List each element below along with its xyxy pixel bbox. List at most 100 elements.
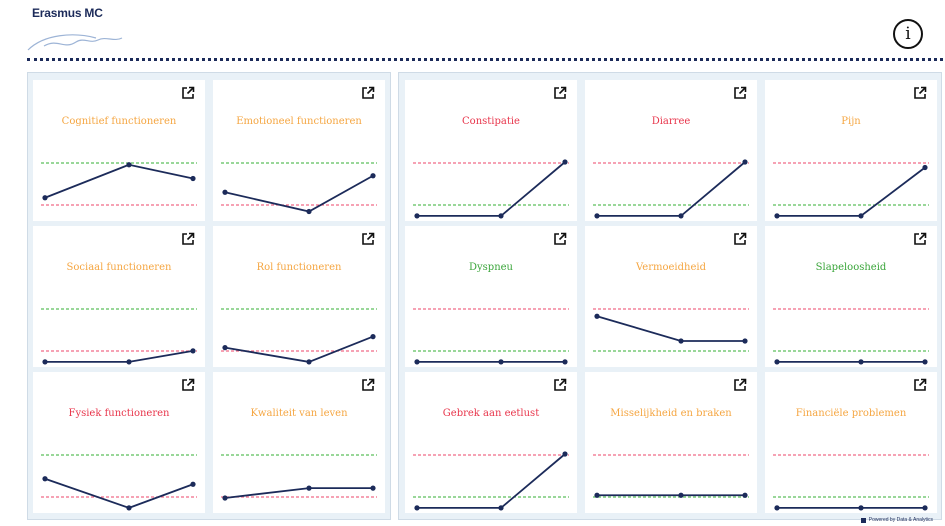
data-point[interactable]	[222, 345, 228, 351]
open-external-icon[interactable]	[553, 378, 567, 392]
trend-plot	[593, 454, 749, 498]
data-point[interactable]	[742, 492, 748, 498]
data-point[interactable]	[190, 348, 196, 354]
data-point[interactable]	[414, 213, 420, 219]
trend-line	[44, 163, 194, 199]
trend-plot	[593, 159, 749, 219]
trend-plot	[41, 162, 197, 206]
trend-line	[596, 315, 745, 342]
data-point[interactable]	[370, 173, 376, 179]
trend-line	[224, 335, 374, 363]
data-point[interactable]	[678, 213, 684, 219]
open-external-icon[interactable]	[733, 378, 747, 392]
open-external-icon[interactable]	[913, 378, 927, 392]
data-point[interactable]	[370, 334, 376, 340]
data-point[interactable]	[858, 359, 864, 365]
data-point[interactable]	[774, 213, 780, 219]
data-point[interactable]	[774, 359, 780, 365]
data-point[interactable]	[42, 195, 48, 201]
data-point[interactable]	[562, 359, 568, 365]
footer: Powered by Data & Analytics	[860, 517, 933, 523]
trend-plot	[413, 159, 569, 219]
trend-line	[45, 350, 194, 363]
data-point[interactable]	[42, 359, 48, 365]
trend-plot	[773, 162, 929, 219]
data-point[interactable]	[126, 162, 132, 168]
open-external-icon[interactable]	[733, 86, 747, 100]
data-point[interactable]	[562, 159, 568, 165]
tile-title: Misselijkheid en braken	[610, 408, 732, 419]
open-external-icon[interactable]	[913, 232, 927, 246]
data-point[interactable]	[678, 492, 684, 498]
open-external-icon[interactable]	[361, 378, 375, 392]
data-point[interactable]	[126, 505, 132, 511]
data-point[interactable]	[222, 495, 228, 501]
tile-title: Pijn	[841, 116, 861, 127]
data-point[interactable]	[498, 213, 504, 219]
tile-title: Gebrek aan eetlust	[442, 408, 540, 419]
open-external-icon[interactable]	[553, 232, 567, 246]
tile-title: Vermoeidheid	[636, 262, 706, 273]
open-external-icon[interactable]	[181, 232, 195, 246]
tile-title: Diarree	[651, 116, 691, 127]
open-external-icon[interactable]	[553, 86, 567, 100]
tile-dyspneu: Dyspneu	[405, 226, 577, 367]
trend-plot	[221, 308, 377, 365]
data-point[interactable]	[306, 359, 312, 365]
trend-plot	[221, 454, 377, 501]
data-point[interactable]	[742, 338, 748, 344]
data-point[interactable]	[922, 164, 928, 171]
trend-line	[597, 161, 746, 217]
tile-rol-functioneren: Rol functioneren	[213, 226, 385, 367]
data-point[interactable]	[126, 359, 132, 365]
data-point[interactable]	[222, 189, 228, 195]
data-point[interactable]	[742, 159, 748, 165]
data-point[interactable]	[594, 213, 600, 219]
info-button[interactable]: i	[893, 19, 923, 49]
open-external-icon[interactable]	[361, 86, 375, 100]
data-point[interactable]	[190, 481, 196, 487]
data-point[interactable]	[42, 476, 48, 482]
trend-plot	[41, 454, 197, 511]
open-external-icon[interactable]	[181, 378, 195, 392]
info-icon: i	[905, 24, 911, 44]
trend-line	[44, 477, 194, 509]
tile-title: Rol functioneren	[256, 262, 342, 273]
data-point[interactable]	[678, 338, 684, 344]
logo-signature-icon	[27, 34, 123, 51]
data-point[interactable]	[414, 359, 420, 365]
data-point[interactable]	[306, 485, 312, 491]
data-point[interactable]	[190, 175, 196, 182]
data-point[interactable]	[306, 208, 312, 215]
data-point[interactable]	[858, 213, 864, 219]
tile-sociaal-functioneren: Sociaal functioneren	[33, 226, 205, 367]
data-point[interactable]	[774, 505, 780, 511]
erasmus-mc-logo: Erasmus MC	[24, 6, 144, 51]
open-external-icon[interactable]	[361, 232, 375, 246]
open-external-icon[interactable]	[733, 232, 747, 246]
data-point[interactable]	[594, 492, 600, 498]
header-divider	[27, 58, 943, 61]
data-point[interactable]	[922, 359, 928, 365]
data-point[interactable]	[498, 359, 504, 365]
open-external-icon[interactable]	[913, 86, 927, 100]
data-point[interactable]	[594, 313, 600, 319]
data-point[interactable]	[562, 451, 568, 457]
trend-line	[224, 174, 374, 213]
footer-text: Powered by Data & Analytics	[868, 517, 933, 523]
tile-title: Slapeloosheid	[815, 262, 887, 273]
tile-constipatie: Constipatie	[405, 80, 577, 221]
data-point[interactable]	[498, 505, 504, 511]
open-external-icon[interactable]	[181, 86, 195, 100]
trend-plot	[221, 162, 377, 215]
trend-plot	[773, 308, 929, 365]
brand-name: Erasmus MC	[32, 6, 103, 20]
data-point[interactable]	[922, 505, 928, 511]
data-point[interactable]	[370, 485, 376, 491]
tile-title: Financiële problemen	[795, 408, 907, 419]
data-point[interactable]	[414, 505, 420, 511]
tile-title: Cognitief functioneren	[61, 116, 177, 127]
tile-vermoeidheid: Vermoeidheid	[585, 226, 757, 367]
tile-financiele-problemen: Financiële problemen	[765, 372, 937, 513]
data-point[interactable]	[858, 505, 864, 511]
